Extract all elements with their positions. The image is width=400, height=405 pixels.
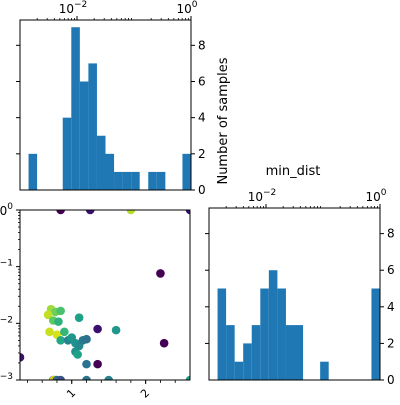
scatter-point — [43, 310, 53, 320]
histogram-bar — [96, 135, 106, 190]
histogram-bar — [122, 171, 132, 190]
histogram-bar — [320, 361, 329, 380]
histogram-bar — [148, 171, 157, 190]
histogram-bar — [294, 325, 304, 380]
right-tick-label: 2 — [198, 147, 206, 161]
histogram-bar — [217, 288, 227, 380]
histogram-bar — [226, 325, 235, 380]
histogram-bar — [131, 171, 140, 190]
histogram-bar — [260, 288, 269, 380]
right-tick-label: 4 — [198, 111, 206, 125]
histogram-bar — [234, 361, 244, 380]
histogram-bar — [62, 117, 72, 190]
scatter-point — [82, 359, 91, 369]
histogram-bar — [371, 288, 380, 380]
axes-frame — [208, 207, 381, 381]
top-tick-label: 100 — [365, 188, 386, 204]
scatter-point — [185, 375, 190, 380]
histogram-panel-bottom-right: 0 2 4 6 8 10−2 100 — [205, 188, 395, 387]
scatter-point — [104, 375, 113, 380]
scatter-point — [185, 210, 190, 215]
histogram-bar — [182, 153, 191, 190]
histogram-bar — [268, 270, 278, 380]
histogram-bar — [277, 288, 286, 380]
histogram-bar — [251, 325, 261, 380]
scatter-point — [74, 313, 84, 322]
scatter-point — [56, 306, 65, 316]
right-tick-label: 8 — [387, 227, 395, 241]
scatter-panel-bottom-left: 10010−110−210−312 — [0, 202, 191, 401]
axes-frame — [19, 19, 192, 191]
scatter-point — [56, 375, 65, 380]
histogram-bar — [79, 81, 89, 190]
histogram-bar — [71, 27, 80, 191]
histogram-bar — [105, 153, 115, 190]
right-tick-label: 6 — [387, 263, 395, 277]
histogram-bar — [88, 63, 97, 191]
right-tick-label: 8 — [198, 38, 206, 52]
scatter-point — [93, 324, 102, 334]
histogram-bar — [114, 171, 123, 190]
scatter-point — [54, 317, 63, 326]
scatter-point — [159, 338, 169, 348]
axes-frame — [19, 209, 191, 381]
scatter-point — [56, 336, 65, 345]
left-tick-label: 10−2 — [0, 315, 13, 331]
axis-title-min-dist: min_dist — [266, 164, 321, 179]
right-tick-label: 0 — [387, 373, 395, 387]
histogram-bar — [243, 343, 252, 380]
histogram-bar — [285, 325, 295, 380]
scatter-point — [20, 353, 25, 362]
top-tick-label: 10−2 — [248, 188, 277, 204]
top-tick-label: 100 — [176, 0, 197, 16]
scatter-point — [156, 269, 165, 278]
left-tick-label: 10−3 — [0, 372, 13, 388]
histogram-bar — [28, 153, 38, 190]
scatter-point — [85, 210, 95, 215]
y-axis-label: Number of samples — [216, 57, 231, 184]
scatter-point — [111, 325, 121, 335]
left-tick-label: 100 — [0, 202, 13, 218]
right-tick-label: 4 — [387, 300, 395, 314]
scatter-points — [20, 210, 190, 380]
histogram-bar — [156, 171, 166, 190]
scatter-point — [56, 210, 65, 215]
scatter-point — [126, 210, 136, 215]
right-tick-label: 0 — [198, 183, 206, 197]
scatter-point — [82, 375, 91, 380]
scatter-point — [93, 359, 102, 369]
top-tick-label: 10−2 — [59, 0, 88, 16]
scatter-point — [73, 350, 82, 359]
left-tick-label: 10−1 — [0, 259, 13, 275]
right-tick-label: 6 — [198, 74, 206, 88]
scatter-point — [60, 327, 69, 337]
scatter-point — [82, 334, 91, 344]
scatter-point — [45, 327, 54, 337]
histogram-panel-top-left: 0 2 4 6 8 10−2 100 — [16, 0, 206, 197]
right-tick-label: 2 — [387, 336, 395, 350]
